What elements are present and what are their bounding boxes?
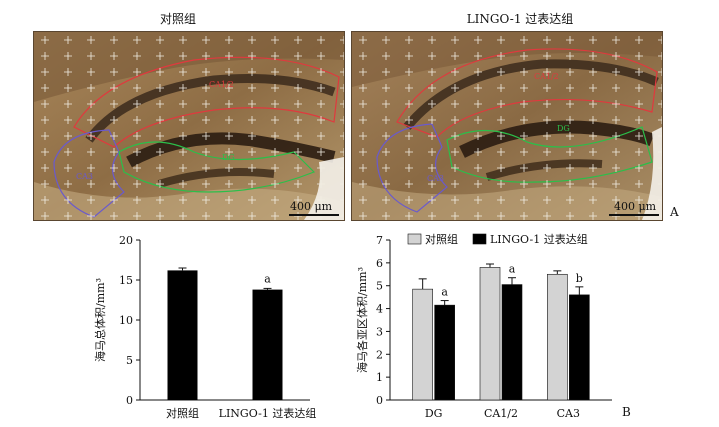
y-tick-label: 4 [376,303,383,316]
panel-a-letter: A [670,205,679,219]
control-micrograph: CA1/2 CA3 DG 400 μm [33,31,345,221]
subregion-volume-chart: 0 1 2 3 4 5 6 7 海马各亚区体积/mm³ a DG a CA1/2 b CA3 对照组 LINGO… [355,232,612,420]
significance-label: a [509,263,516,276]
lingo1-micrograph: CA1/2 CA3 DG 400 μm [351,31,663,221]
legend-swatch [472,233,487,245]
y-tick-label: 0 [376,394,383,407]
bar [569,294,590,401]
y-tick-label: 20 [119,234,133,247]
panel-b-letter: B [622,405,631,419]
bar [434,304,455,401]
y-tick-label: 0 [126,394,133,407]
left-image-title: 对照组 [159,12,196,26]
legend-label: 对照组 [425,232,458,246]
significance-label: a [264,272,271,285]
y-axis-label: 海马总体积/mm³ [93,278,107,362]
bar [412,288,433,401]
y-tick-label: 10 [119,314,133,327]
bar [167,270,198,400]
dg-label-right: DG [557,124,570,133]
y-tick-label: 2 [376,348,383,361]
legend-label: LINGO-1 过表达组 [490,232,588,246]
ca12-label-left: CA1/2 [209,80,234,89]
y-tick-label: 1 [376,371,383,384]
x-tick-label: CA1/2 [484,407,518,420]
y-tick-label: 15 [119,274,133,287]
y-tick-label: 5 [126,354,133,367]
scale-bar-label-right: 400 μm [614,200,657,213]
y-tick-label: 6 [376,257,383,270]
dg-label-left: DG [222,153,235,162]
bar [252,289,283,400]
x-tick-label: LINGO-1 过表达组 [219,406,317,420]
bar [547,273,568,401]
ca12-label-right: CA1/2 [534,72,559,81]
bar [501,284,523,401]
y-tick-label: 3 [376,325,383,338]
total-volume-chart: 0 5 10 15 20 海马总体积/mm³ 对照组 a LINGO-1 过表达组 [93,234,317,420]
right-image-title: LINGO-1 过表达组 [466,12,574,26]
y-tick-label: 5 [376,280,383,293]
y-tick-label: 7 [376,234,383,247]
x-tick-label: CA3 [557,407,580,420]
legend-swatch [407,233,422,245]
ca3-label-left: CA3 [76,172,93,181]
bar [479,267,501,401]
x-tick-label: DG [425,407,443,420]
x-tick-label: 对照组 [166,406,199,420]
significance-label: b [576,272,583,285]
scale-bar-label-left: 400 μm [290,200,333,213]
ca3-label-right: CA3 [427,174,444,183]
significance-label: a [441,286,448,299]
y-axis-label: 海马各亚区体积/mm³ [355,267,369,373]
